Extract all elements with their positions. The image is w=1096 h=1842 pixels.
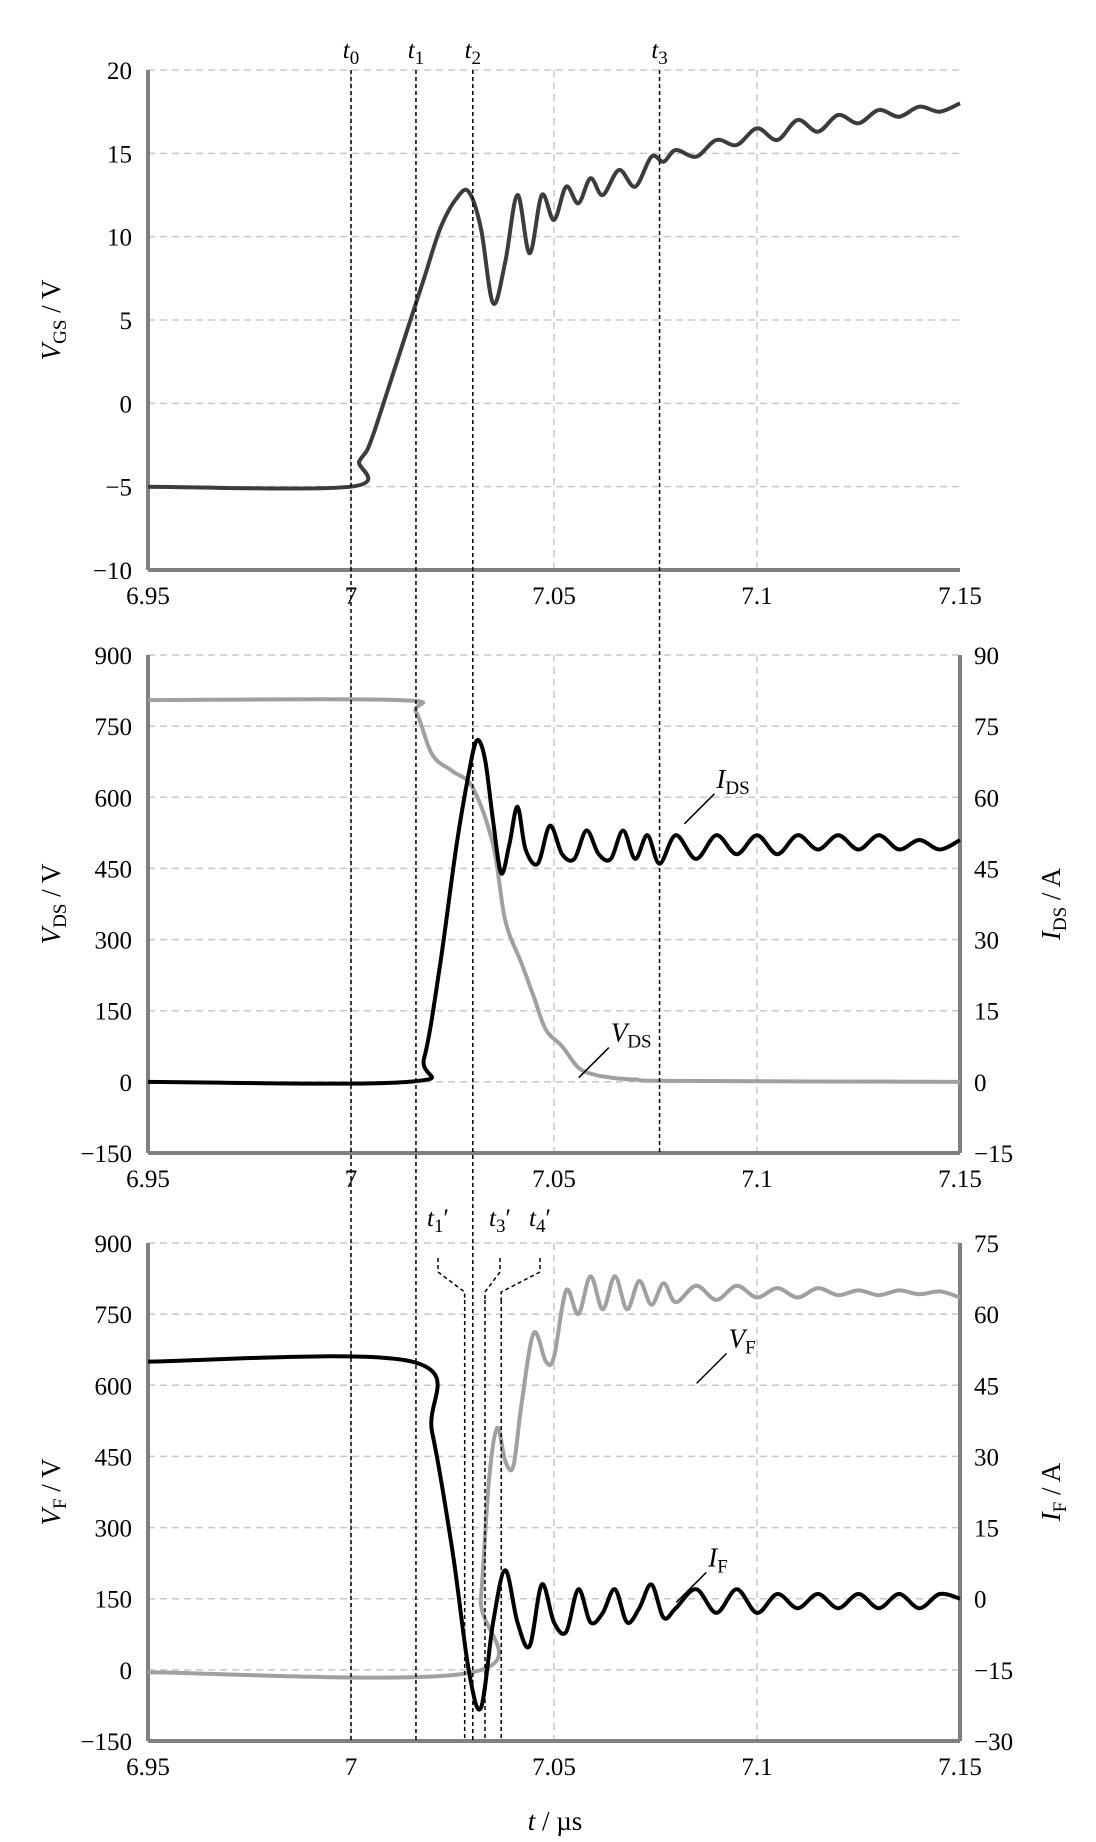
- y2-tick-label: 75: [974, 1231, 999, 1258]
- chart-panel-vds-ids: 9007506004503001500−1509075604530150−156…: [36, 643, 1071, 1193]
- y2-tick-label: 60: [974, 785, 999, 812]
- marker-bracket: [484, 1258, 501, 1300]
- y2-tick-label: 60: [974, 1302, 999, 1329]
- y2-tick-label: 45: [974, 1373, 999, 1400]
- x-tick-label: 7.15: [938, 1166, 982, 1193]
- annotation-leader: [683, 793, 715, 825]
- y-tick-label: 5: [120, 308, 133, 335]
- marker-label-t2: t2: [465, 37, 481, 69]
- y-tick-label: 300: [95, 928, 133, 955]
- series-i-ds: [147, 737, 961, 1086]
- marker-label-t1: t1: [408, 37, 424, 69]
- y2-tick-label: 90: [974, 643, 999, 670]
- x-tick-label: 6.95: [126, 1166, 170, 1193]
- x-tick-label: 6.95: [126, 1754, 170, 1781]
- y-tick-label: 900: [95, 1231, 133, 1258]
- y-tick-label: 450: [95, 1444, 133, 1471]
- y-tick-label: 150: [95, 999, 133, 1026]
- x-tick-label: 7.05: [532, 1166, 576, 1193]
- x-tick-label: 7.1: [741, 1166, 772, 1193]
- y-tick-label: 0: [120, 1658, 133, 1685]
- x-tick-label: 6.95: [126, 583, 170, 610]
- annotation-i-ds: IDS: [715, 764, 749, 799]
- y-tick-label: 10: [107, 225, 132, 252]
- annotation-i-f: IF: [707, 1542, 728, 1577]
- y-tick-label: 600: [95, 785, 133, 812]
- y2-tick-label: 15: [974, 999, 999, 1026]
- marker-label-prime: t1′: [427, 1205, 449, 1237]
- chart-panel-vf-if: 9007506004503001500−15075604530150−15−30…: [36, 1205, 1071, 1781]
- marker-label-prime: t4′: [529, 1205, 551, 1237]
- y-tick-label: −150: [80, 1141, 132, 1168]
- y-tick-label: −150: [80, 1729, 132, 1756]
- x-tick-label: 7.15: [938, 1754, 982, 1781]
- annotation-leader: [696, 1352, 728, 1384]
- x-tick-label: 7.1: [741, 583, 772, 610]
- y2-tick-label: 75: [974, 714, 999, 741]
- y2-tick-label: 15: [974, 1516, 999, 1543]
- annotation-leader: [578, 1047, 610, 1079]
- y-tick-label: 20: [107, 58, 132, 85]
- annotation-leader: [675, 1571, 707, 1603]
- y-tick-label: 600: [95, 1373, 133, 1400]
- marker-bracket: [500, 1258, 541, 1300]
- x-tick-label: 7.15: [938, 583, 982, 610]
- y-axis-label-left: VDS / V: [36, 863, 71, 944]
- y-axis-label-right: IDS / A: [1036, 867, 1071, 941]
- y-tick-label: 450: [95, 856, 133, 883]
- y-tick-label: −5: [105, 475, 132, 502]
- annotation-v-f: VF: [729, 1323, 756, 1358]
- y-axis-label-left: VGS / V: [36, 279, 71, 360]
- y2-tick-label: −15: [974, 1658, 1013, 1685]
- y2-tick-label: 0: [974, 1587, 987, 1614]
- y-tick-label: 750: [95, 714, 133, 741]
- marker-label-t3: t3: [651, 37, 667, 69]
- x-axis-label: t / µs: [528, 1806, 583, 1836]
- y2-tick-label: −15: [974, 1141, 1013, 1168]
- y-tick-label: −10: [93, 558, 132, 585]
- series-v-f: [147, 1274, 961, 1680]
- series-v-ds: [147, 697, 961, 1084]
- y-axis-label-right: IF / A: [1036, 1462, 1071, 1522]
- y2-tick-label: 30: [974, 928, 999, 955]
- y2-tick-label: 30: [974, 1444, 999, 1471]
- y-tick-label: 300: [95, 1516, 133, 1543]
- y2-tick-label: 0: [974, 1070, 987, 1097]
- y-tick-label: 900: [95, 643, 133, 670]
- y-tick-label: 150: [95, 1587, 133, 1614]
- x-tick-label: 7: [345, 1754, 358, 1781]
- x-tick-label: 7.05: [532, 583, 576, 610]
- y2-tick-label: −30: [974, 1729, 1013, 1756]
- x-tick-label: 7.1: [741, 1754, 772, 1781]
- y-tick-label: 15: [107, 141, 132, 168]
- marker-label-prime: t3′: [489, 1205, 511, 1237]
- time-markers: t0 t1 t2 t3: [343, 37, 668, 1741]
- y-tick-label: 750: [95, 1302, 133, 1329]
- y2-tick-label: 45: [974, 856, 999, 883]
- marker-bracket: [437, 1258, 466, 1300]
- annotation-v-ds: VDS: [611, 1018, 652, 1053]
- y-tick-label: 0: [120, 391, 133, 418]
- y-tick-label: 0: [120, 1070, 133, 1097]
- marker-label-t0: t0: [343, 37, 359, 69]
- y-axis-label-left: VF / V: [36, 1458, 71, 1526]
- x-tick-label: 7.05: [532, 1754, 576, 1781]
- series-vgs: [147, 101, 961, 491]
